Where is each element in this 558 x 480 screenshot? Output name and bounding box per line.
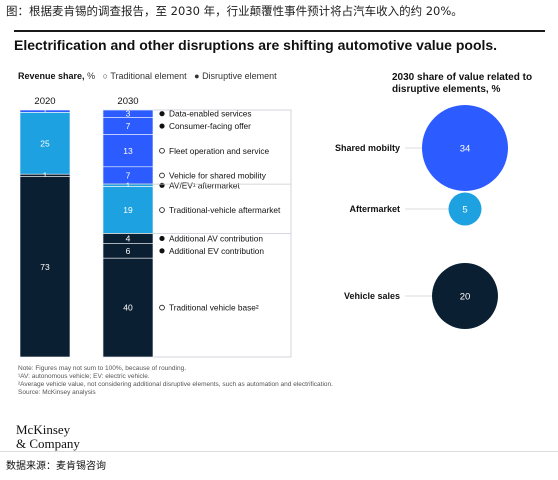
bar-segment-value: 73 (40, 262, 50, 272)
bubble-value-label: 34 (460, 144, 471, 155)
segment-name-label: Consumer-facing offer (169, 121, 251, 131)
bar-segment (102, 257, 154, 358)
bubble (448, 192, 482, 226)
data-source: 数据来源：麦肯锡咨询 (6, 461, 106, 472)
disruptive-marker-icon (159, 123, 165, 129)
bubble (432, 263, 498, 329)
disruptive-legend-icon: ● (194, 71, 200, 81)
bar-segment-value: 7 (126, 170, 131, 180)
footer-divider (0, 451, 558, 452)
segment-name-label: AV/EV¹ aftermarket (169, 180, 241, 190)
disruptive-marker-icon (159, 111, 165, 117)
bar-segment (102, 134, 154, 168)
segment-name-label: Vehicle for shared mobility (169, 170, 267, 180)
segment-name-label: Traditional-vehicle aftermarket (169, 205, 281, 215)
figure-caption: 图：根据麦肯锡的调查报告，至 2030 年，行业颠覆性事件预计将占汽车收入的约 … (6, 4, 463, 18)
segment-name-label: Additional EV contribution (169, 246, 264, 256)
chart-legend: Revenue share, % ○ Traditional element ●… (18, 71, 277, 81)
legend-label: Revenue share, (18, 71, 85, 81)
segment-name-label: Data-enabled services (169, 109, 252, 119)
bubble (422, 105, 508, 191)
traditional-marker-icon (159, 207, 165, 213)
logo-line: & Company (16, 436, 80, 451)
bar-segment-value: 1 (126, 180, 131, 190)
footnote-line: Note: Figures may not sum to 100%, becau… (18, 365, 187, 372)
bar-segment-value: 13 (123, 146, 133, 156)
bar-category-label: 2020 (34, 96, 55, 107)
headline-rule (14, 30, 545, 32)
footnote-line: Source: McKinsey analysis (18, 389, 96, 396)
legend-traditional: Traditional element (110, 71, 187, 81)
footnotes: Note: Figures may not sum to 100%, becau… (18, 365, 333, 397)
bubble-category-label: Vehicle sales (344, 291, 400, 301)
bubble-value-label: 5 (462, 205, 467, 216)
chart-headline: Electrification and other disruptions ar… (14, 37, 498, 53)
bubble-category-label: Aftermarket (349, 204, 400, 214)
bar-segment-value: 6 (126, 246, 131, 256)
traditional-marker-icon (159, 304, 165, 311)
disruptive-marker-icon (159, 182, 165, 188)
bar-segment-value: 3 (126, 109, 131, 119)
segment-name-label: Additional AV contribution (169, 233, 263, 243)
bar-segment-value: 40 (123, 303, 133, 313)
footnote-line: ¹AV: autonomous vehicle; EV: electric ve… (18, 373, 150, 380)
bar-segment-value: 25 (40, 138, 50, 148)
legend-unit: % (87, 71, 96, 81)
disruptive-marker-icon (159, 235, 165, 242)
segment-name-label: Traditional vehicle base² (169, 303, 259, 313)
segment-name-label: Fleet operation and service (169, 146, 269, 156)
traditional-marker-icon (159, 147, 165, 154)
bar-segment-value: 4 (126, 233, 131, 243)
bar-segment (19, 176, 71, 358)
mckinsey-logo: McKinsey & Company (16, 423, 80, 451)
traditional-legend-icon: ○ (102, 71, 109, 81)
bar-segment-value: 1 (43, 106, 48, 116)
bar-segment (102, 186, 154, 234)
bar-segment-value: 19 (123, 205, 133, 215)
bubble-category-label: Shared mobilty (335, 143, 400, 153)
bar-category-label: 2030 (117, 96, 138, 107)
bar-segment (19, 112, 71, 175)
legend-disruptive: Disruptive element (202, 71, 277, 81)
disruptive-marker-icon (159, 248, 165, 254)
traditional-marker-icon (159, 172, 165, 179)
footnote-line: ²Average vehicle value, not considering … (18, 381, 333, 388)
logo-line: McKinsey (16, 422, 71, 437)
bubble-panel-title: 2030 share of value related to disruptiv… (392, 72, 533, 95)
bubble-value-label: 20 (460, 292, 471, 303)
bar-segment-value: 7 (126, 121, 131, 131)
bar-segment-value: 1 (43, 170, 48, 180)
